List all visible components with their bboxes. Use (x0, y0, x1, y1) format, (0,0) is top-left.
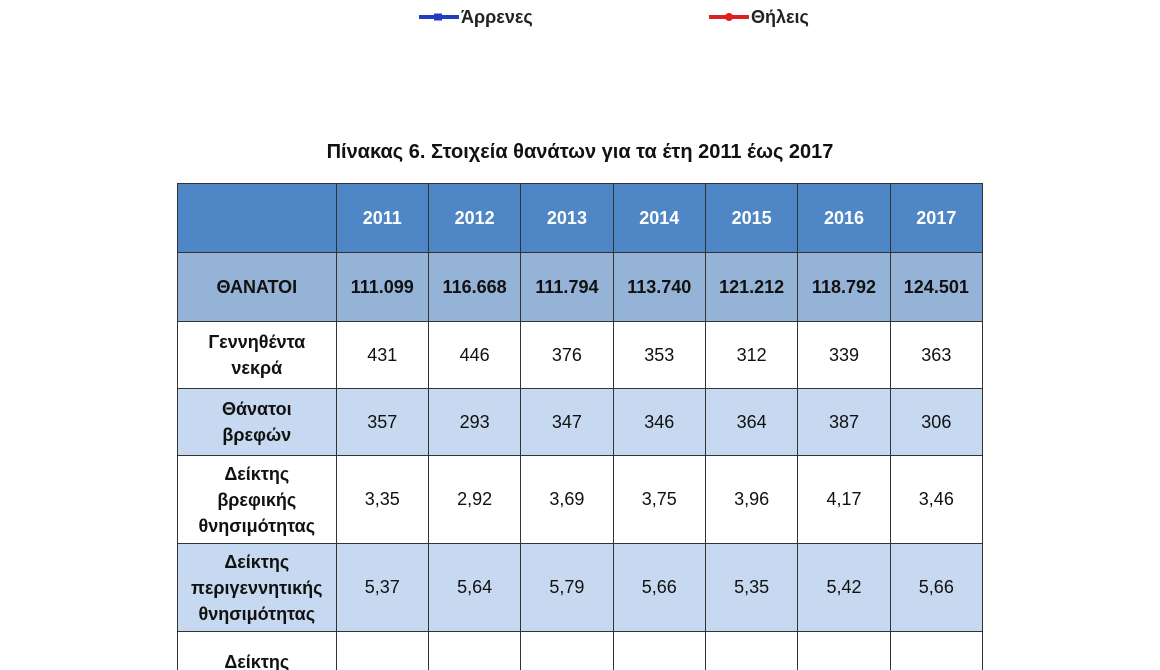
value-cell-2015: 5,35 (704, 543, 799, 632)
value-cell-2016: 339 (797, 321, 891, 389)
value-cell-2011: 357 (335, 388, 429, 456)
value-cell-2017: 124.501 (889, 252, 984, 322)
row-label-line: Δείκτης (224, 551, 290, 572)
value-cell-2017 (889, 631, 984, 670)
row-label-line: περιγεννητικής (191, 577, 323, 598)
year-header-2011: 2011 (335, 183, 429, 253)
row-label-line: θνησιμότητας (198, 515, 316, 536)
row-label-cell: Γεννηθέντα νεκρά (177, 321, 337, 389)
value-cell-2017: 363 (889, 321, 984, 389)
value-cell-2012: 2,92 (427, 455, 522, 544)
value-cell-2017: 3,46 (889, 455, 984, 544)
value-cell-2014: 3,75 (612, 455, 706, 544)
value-cell-2014: 5,66 (612, 543, 706, 632)
row-label-line: Θάνατοι (221, 399, 292, 419)
header-corner-cell (177, 183, 337, 253)
chart-legend: Άρρενες Θήλεις (0, 4, 1160, 30)
row-label-line: βρεφικής (217, 489, 297, 510)
legend-label-female: Θήλεις (751, 6, 809, 27)
value-cell-2015: 364 (704, 388, 799, 456)
table-header-row: 2011 2012 2013 2014 2015 2016 2017 (177, 183, 984, 253)
legend-item-female: Θήλεις (708, 4, 809, 30)
value-cell-2013: 111.794 (520, 252, 614, 322)
value-cell-2012: 446 (427, 321, 522, 389)
year-header-2015: 2015 (704, 183, 799, 253)
table-title: Πίνακας 6. Στοιχεία θανάτων για τα έτη 2… (326, 141, 834, 163)
row-label-line: Γεννηθέντα (208, 332, 306, 352)
value-cell-2014: 353 (612, 321, 706, 389)
value-cell-2011 (335, 631, 429, 670)
value-cell-2013: 5,79 (520, 543, 614, 632)
value-cell-2013: 347 (520, 388, 614, 456)
value-cell-2015 (704, 631, 799, 670)
value-cell-2012: 116.668 (427, 252, 522, 322)
value-cell-2016: 387 (797, 388, 891, 456)
stillbirths-row: Γεννηθέντα νεκρά 431 446 376 353 312 339 363 (177, 321, 984, 389)
value-cell-2011: 3,35 (335, 455, 429, 544)
value-cell-2016: 4,17 (797, 455, 891, 544)
row-label-line: Δείκτης (224, 652, 290, 670)
row-label: ΘΑΝΑΤΟΙ (216, 277, 298, 297)
legend-item-male: Άρρενες (418, 4, 533, 30)
male-series-line-icon (419, 13, 459, 21)
year-header-2016: 2016 (797, 183, 891, 253)
legend-label-male: Άρρενες (461, 6, 533, 27)
row-label-cell: Δείκτης (177, 631, 337, 670)
value-cell-2015: 312 (704, 321, 799, 389)
row-label-line: Δείκτης (224, 463, 290, 484)
value-cell-2013 (520, 631, 614, 670)
row-label-cell: Θάνατοι βρεφών (177, 388, 337, 456)
female-series-line-icon (709, 13, 749, 21)
value-cell-2015: 121.212 (704, 252, 799, 322)
value-cell-2012 (427, 631, 522, 670)
value-cell-2016: 118.792 (797, 252, 891, 322)
value-cell-2014 (612, 631, 706, 670)
value-cell-2014: 113.740 (612, 252, 706, 322)
value-cell-2016: 5,42 (797, 543, 891, 632)
year-header-2012: 2012 (427, 183, 522, 253)
value-cell-2011: 5,37 (335, 543, 429, 632)
value-cell-2012: 293 (427, 388, 522, 456)
value-cell-2014: 346 (612, 388, 706, 456)
row-label-line: νεκρά (231, 358, 283, 378)
value-cell-2015: 3,96 (704, 455, 799, 544)
year-header-2017: 2017 (889, 183, 984, 253)
infant-mortality-rate-row: Δείκτης βρεφικής θνησιμότητας 3,35 2,92 3,69 3… (177, 455, 984, 544)
perinatal-mortality-rate-row: Δείκτης περιγεννητικής θνησιμότητας 5,37 5,6… (177, 543, 984, 632)
infant-deaths-row: Θάνατοι βρεφών 357 293 347 346 364 387 306 (177, 388, 984, 456)
deaths-total-row: ΘΑΝΑΤΟΙ 111.099 116.668 111.794 113.740 121.2… (177, 252, 984, 322)
row-label-cell: ΘΑΝΑΤΟΙ (177, 252, 337, 322)
value-cell-2016 (797, 631, 891, 670)
value-cell-2013: 3,69 (520, 455, 614, 544)
deaths-table: 2011 2012 2013 2014 2015 2016 2017 ΘΑΝΑΤ… (177, 183, 984, 670)
value-cell-2013: 376 (520, 321, 614, 389)
next-index-row: Δείκτης (177, 631, 984, 670)
row-label-line: θνησιμότητας (198, 603, 316, 624)
year-header-2013: 2013 (520, 183, 614, 253)
row-label-cell: Δείκτης περιγεννητικής θνησιμότητας (177, 543, 337, 632)
row-label-cell: Δείκτης βρεφικής θνησιμότητας (177, 455, 337, 544)
value-cell-2011: 111.099 (335, 252, 429, 322)
value-cell-2017: 306 (889, 388, 984, 456)
value-cell-2017: 5,66 (889, 543, 984, 632)
value-cell-2012: 5,64 (427, 543, 522, 632)
year-header-2014: 2014 (612, 183, 706, 253)
row-label-line: βρεφών (222, 425, 292, 445)
value-cell-2011: 431 (335, 321, 429, 389)
